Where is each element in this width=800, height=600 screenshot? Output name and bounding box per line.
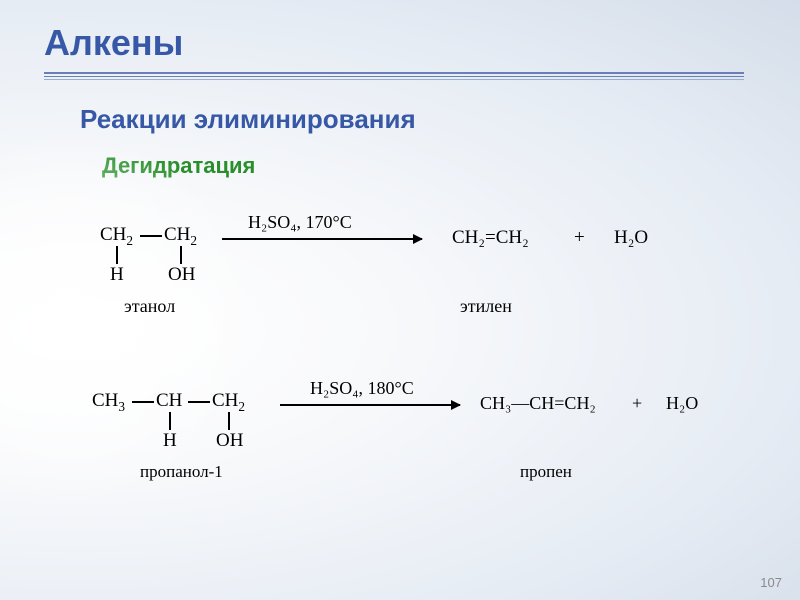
r1-reactant-h: H [110, 264, 124, 286]
r2-product-water: H₂O [666, 393, 698, 414]
r2-oh: OH [216, 430, 243, 452]
slide-number: 107 [760, 575, 782, 590]
r2-bondv1 [169, 412, 171, 430]
r2-c1: CH3 [92, 390, 125, 415]
r2-h: H [163, 430, 177, 452]
r2-plus: + [632, 393, 642, 414]
r2-bond1 [132, 401, 154, 403]
r1-bond-v1 [116, 246, 118, 264]
r2-bond2 [188, 401, 210, 403]
r1-product-water: H₂O [614, 227, 648, 249]
r1-reactant-label: этанол [124, 296, 175, 317]
r2-c2: CH [156, 390, 182, 412]
r2-product-label: пропен [520, 462, 572, 482]
r2-conditions: H₂SO₄, 180°C [310, 378, 414, 399]
r2-arrow [280, 404, 460, 406]
subtitle-1: Реакции элиминирования [0, 80, 800, 135]
r2-bondv2 [228, 412, 230, 430]
r1-arrow [222, 238, 422, 240]
r1-plus: + [574, 227, 585, 249]
r1-bond-top [140, 235, 162, 237]
slide-title: Алкены [0, 0, 800, 64]
r2-reactant-label: пропанол-1 [140, 462, 223, 482]
r1-product-label: этилен [460, 296, 512, 317]
title-underline [44, 72, 744, 80]
r1-conditions: H₂SO₄, 170°C [248, 212, 352, 233]
r1-product-alkene: CH₂=CH₂ [452, 227, 529, 249]
background-glow [0, 130, 260, 510]
r1-bond-v2 [180, 246, 182, 264]
r1-reactant-oh: OH [168, 264, 195, 286]
r2-product-alkene: CH₃—CH=CH₂ [480, 393, 596, 414]
